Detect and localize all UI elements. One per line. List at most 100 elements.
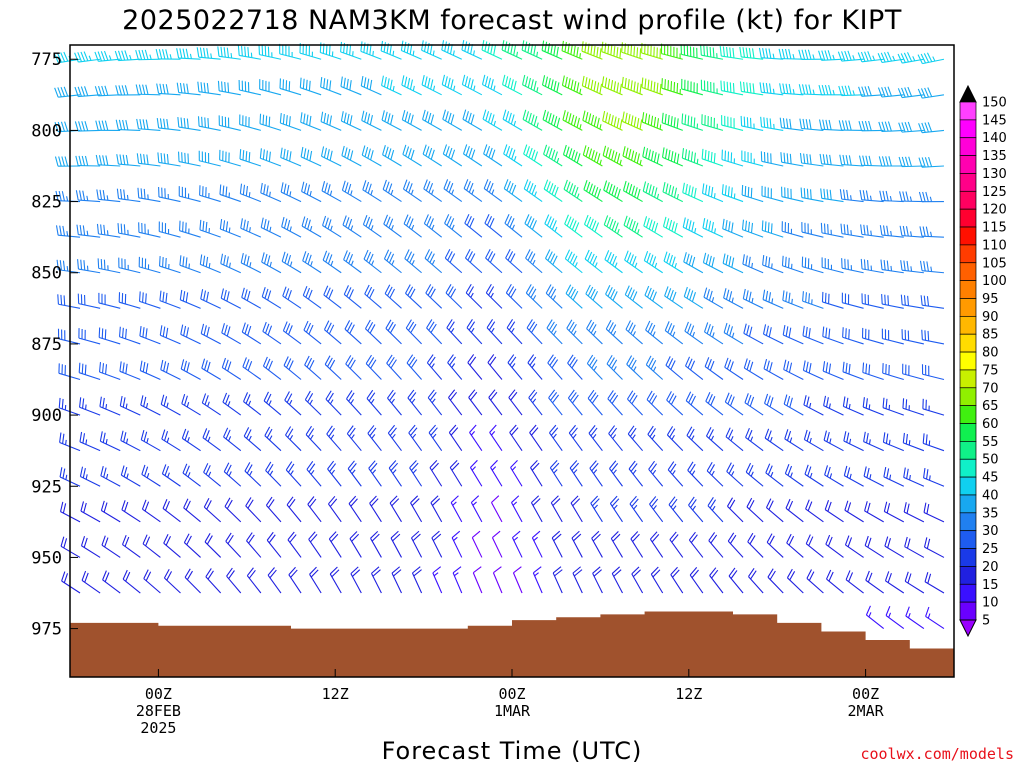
wind-barb	[469, 459, 483, 487]
wind-barb	[592, 566, 603, 594]
wind-barb	[683, 252, 704, 274]
wind-barb	[743, 323, 764, 345]
wind-barb	[309, 566, 322, 594]
wind-barb	[385, 319, 402, 345]
wind-barb	[78, 328, 101, 345]
wind-barb	[221, 323, 242, 345]
wind-barb	[530, 459, 543, 487]
wind-barb	[410, 495, 423, 523]
wind-barb	[258, 44, 282, 60]
wind-barb	[138, 256, 161, 274]
wind-barb	[484, 213, 503, 238]
wind-barb	[611, 566, 623, 594]
wind-barb	[117, 223, 141, 238]
wind-barb	[568, 424, 583, 452]
wind-barb	[858, 155, 884, 167]
wind-barb	[490, 459, 503, 487]
wind-barb	[61, 571, 81, 594]
wind-barb	[687, 461, 704, 487]
x-tick-label: 00Z	[498, 685, 525, 703]
wind-barb	[363, 249, 382, 274]
wind-barb	[203, 463, 222, 487]
wind-barb	[282, 321, 302, 345]
wind-barb	[802, 325, 824, 345]
y-tick-label: 950	[31, 548, 62, 568]
wind-barb	[388, 460, 402, 487]
wind-barb	[722, 218, 744, 238]
wind-barb	[118, 326, 141, 345]
wind-barb	[428, 424, 443, 451]
colorbar-label: 45	[982, 471, 999, 486]
wind-barb	[921, 329, 945, 345]
wind-barb	[689, 567, 704, 594]
wind-barb	[799, 118, 824, 131]
wind-barb	[200, 323, 221, 345]
wind-barb	[115, 85, 141, 96]
wind-barb	[826, 569, 844, 594]
wind-barb	[220, 288, 242, 309]
colorbar-label: 70	[982, 381, 999, 396]
wind-barb	[744, 393, 764, 416]
wind-barb	[840, 223, 864, 238]
wind-barb	[525, 249, 543, 274]
wind-barb	[530, 495, 543, 523]
wind-barb	[261, 287, 282, 309]
wind-barb	[264, 426, 282, 452]
wind-barb	[631, 566, 644, 594]
wind-barb	[422, 109, 442, 131]
wind-barb	[662, 147, 683, 167]
wind-barb	[641, 42, 663, 60]
wind-barb	[217, 46, 241, 60]
wind-barb	[81, 570, 101, 594]
wind-barb	[709, 567, 724, 594]
wind-barb	[77, 259, 101, 274]
wind-barb	[701, 114, 724, 131]
wind-barb	[923, 537, 945, 558]
wind-barb	[304, 355, 322, 380]
wind-barb	[549, 424, 563, 451]
wind-barb	[138, 222, 161, 238]
wind-barb	[95, 154, 121, 167]
colorbar-swatch	[959, 351, 977, 371]
wind-barb	[161, 464, 181, 487]
wind-barb	[704, 357, 724, 380]
wind-barb	[259, 113, 282, 131]
wind-barb	[885, 606, 905, 630]
wind-barb	[140, 395, 161, 416]
wind-barb	[346, 425, 362, 452]
wind-barb	[726, 462, 744, 487]
wind-barb	[741, 185, 764, 203]
wind-barb	[220, 253, 242, 274]
wind-barb	[780, 152, 804, 167]
wind-barb	[543, 144, 563, 167]
wind-barb	[464, 213, 483, 238]
wind-barb	[719, 46, 744, 60]
colorbar-label: 5	[982, 614, 990, 629]
wind-barb	[288, 566, 302, 594]
wind-barb	[181, 428, 201, 452]
wind-barb	[551, 530, 563, 558]
wind-barb	[101, 535, 121, 558]
wind-barb	[742, 288, 764, 309]
wind-barb	[217, 80, 241, 96]
wind-barb	[603, 180, 623, 203]
wind-barb	[522, 74, 543, 96]
wind-barb	[582, 145, 603, 167]
wind-barb	[624, 250, 643, 274]
wind-barb	[301, 181, 322, 203]
wind-barb	[423, 179, 443, 203]
wind-barb	[564, 249, 583, 274]
wind-barb	[621, 111, 643, 131]
wind-barb	[75, 155, 101, 167]
wind-barb	[761, 220, 784, 238]
wind-barb	[99, 396, 121, 416]
wind-barb	[98, 362, 121, 381]
wind-barb	[136, 153, 161, 167]
wind-barb	[445, 284, 463, 309]
wind-barb	[766, 533, 784, 558]
wind-barb	[201, 358, 221, 380]
wind-barb	[803, 395, 824, 416]
wind-barb	[609, 495, 623, 523]
wind-barb	[387, 424, 402, 452]
